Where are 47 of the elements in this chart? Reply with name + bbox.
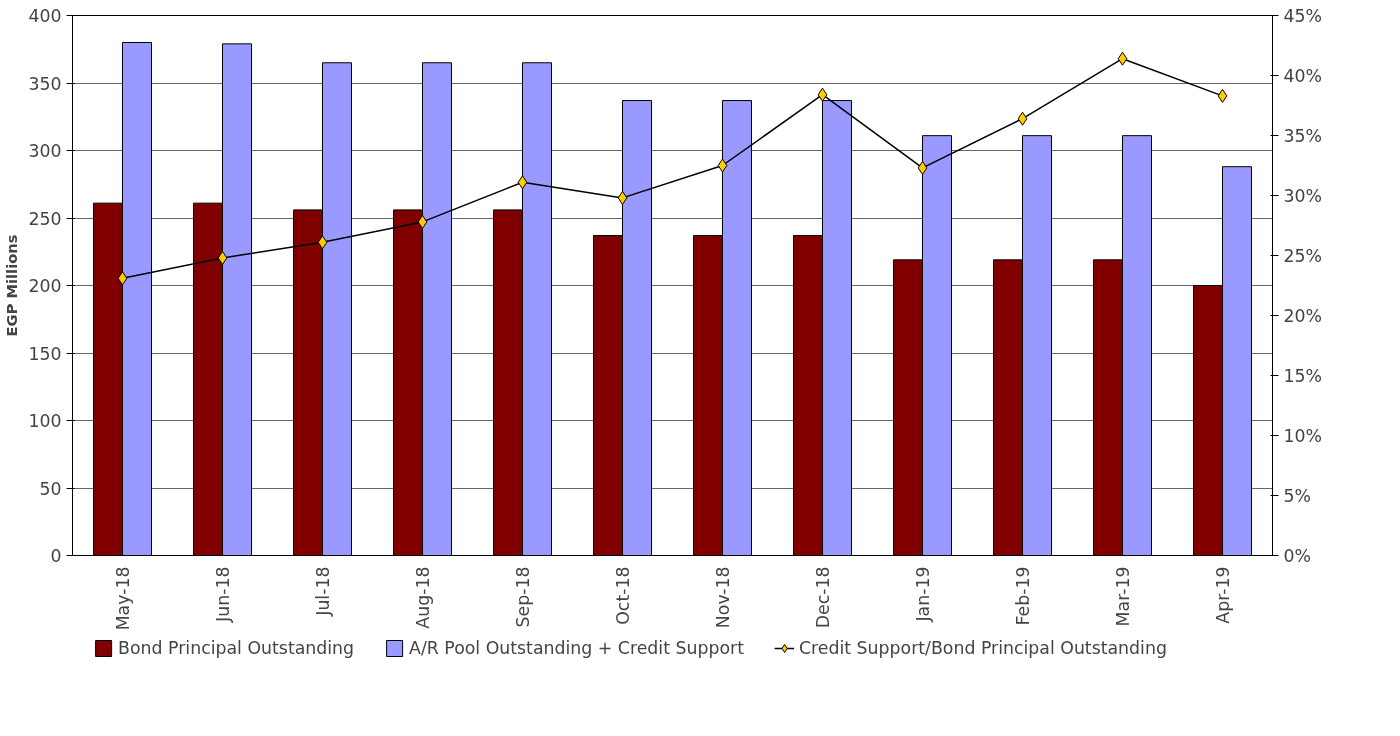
point — [1217, 88, 1228, 103]
x-tick-label: Jul-18 — [312, 566, 333, 617]
point — [1017, 111, 1028, 126]
y-tick-label: 200 — [28, 276, 62, 296]
x-tick-label: Aug-18 — [412, 566, 433, 629]
y2-tick-label: 25% — [1283, 245, 1323, 266]
y-tick-label: 150 — [28, 343, 62, 364]
y2-tick-label: 10% — [1283, 425, 1323, 446]
y-tick-label: 400 — [28, 6, 62, 26]
y-tick-label: 350 — [28, 73, 62, 94]
point — [917, 160, 928, 175]
x-tick-label: Jan-19 — [912, 566, 933, 623]
y-tick-label: 50 — [39, 478, 62, 499]
y-tick-label: 100 — [28, 411, 62, 431]
x-tick-label: Apr-19 — [1212, 566, 1233, 624]
x-tick-label: Dec-18 — [812, 566, 833, 629]
x-tick-label: Nov-18 — [712, 566, 733, 629]
point — [317, 235, 328, 250]
point — [617, 190, 628, 205]
x-tick-label: May-18 — [112, 566, 133, 631]
y2-tick-label: 40% — [1283, 65, 1323, 86]
legend-label: Bond Principal Outstanding — [118, 638, 355, 658]
y-tick-label: 0 — [50, 546, 62, 566]
y2-tick-label: 45% — [1283, 5, 1323, 26]
y2-tick-label: 30% — [1283, 185, 1323, 206]
y2-tick-label: 20% — [1283, 305, 1323, 326]
x-tick-label: Feb-19 — [1012, 566, 1033, 626]
legend-label: A/R Pool Outstanding + Credit Support — [409, 638, 744, 658]
x-tick-label: Sep-18 — [512, 566, 533, 628]
x-tick-label: Oct-18 — [612, 566, 633, 625]
point — [417, 214, 428, 229]
y2-tick-label: 35% — [1283, 125, 1323, 146]
point — [817, 87, 828, 102]
x-tick-label: Jun-18 — [212, 566, 233, 623]
point — [217, 250, 228, 265]
y-tick-label: 300 — [28, 141, 62, 161]
point — [717, 158, 728, 173]
point — [517, 175, 528, 190]
x-tick-label: Mar-19 — [1112, 566, 1133, 627]
point — [1117, 51, 1128, 66]
point — [117, 271, 128, 286]
y2-tick-label: 5% — [1283, 485, 1311, 506]
y2-tick-label: 0% — [1283, 545, 1311, 566]
y-tick-label: 250 — [28, 208, 62, 229]
y2-tick-label: 15% — [1283, 365, 1323, 386]
legend-label: Credit Support/Bond Principal Outstanding — [798, 638, 1167, 658]
y-axis-title: EGP Millions — [3, 234, 21, 337]
